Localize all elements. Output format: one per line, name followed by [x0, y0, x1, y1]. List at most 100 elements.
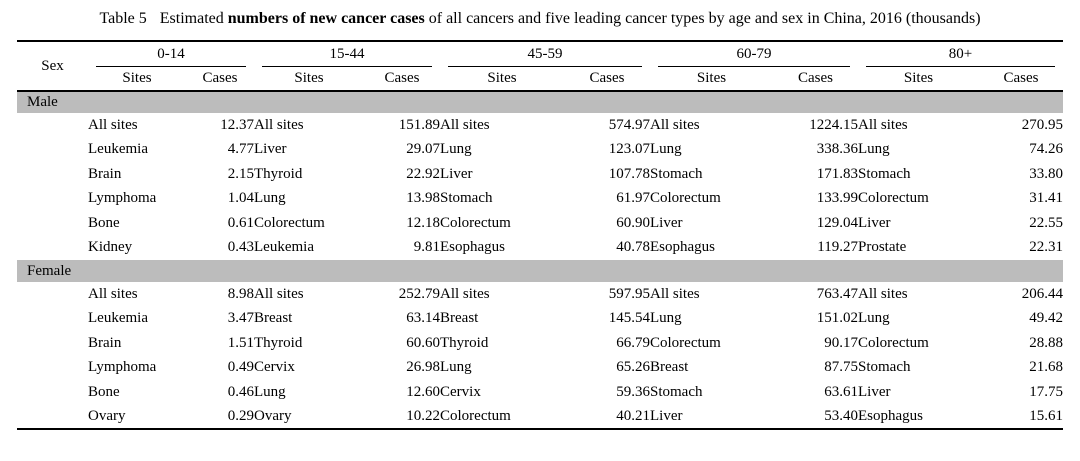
site-cell: Colorectum [650, 334, 721, 351]
sex-spacer-cell [17, 282, 88, 307]
section-band-male: Male [17, 91, 1063, 113]
cases-cell: 8.98 [227, 285, 254, 302]
cases-cell: 270.95 [1021, 116, 1063, 133]
site-cell: Ovary [254, 407, 292, 424]
site-cell: Colorectum [650, 190, 721, 207]
site-cell: Esophagus [440, 239, 505, 256]
cases-cell: 1.51 [227, 334, 254, 351]
sites-header: Sites [858, 67, 979, 92]
cases-cell: 40.78 [616, 239, 650, 256]
site-cell: Lung [858, 310, 890, 327]
cases-cell: 90.17 [824, 334, 858, 351]
age-group-row: Sex 0-14 15-44 45-59 60-79 80+ [17, 41, 1063, 92]
site-cell: Breast [440, 310, 479, 327]
cases-cell: 29.07 [406, 141, 440, 158]
cases-cell: 0.49 [227, 359, 254, 376]
sub-header-row: Sites Cases Sites Cases Sites Cases Site… [17, 67, 1063, 92]
site-cell: Colorectum [858, 334, 929, 351]
site-cell: Lung [440, 359, 472, 376]
cases-cell: 15.61 [1029, 407, 1063, 424]
cases-cell: 171.83 [816, 165, 858, 182]
cases-cell: 40.21 [616, 407, 650, 424]
site-cell: Lymphoma [88, 190, 157, 207]
cases-cell: 9.81 [413, 239, 440, 256]
title-text-pre: Estimated [159, 10, 228, 27]
site-cell: Lung [650, 141, 682, 158]
cases-cell: 4.77 [227, 141, 254, 158]
site-cell: Stomach [650, 383, 703, 400]
cancer-cases-table: Sex 0-14 15-44 45-59 60-79 80+ Sites Cas… [17, 40, 1063, 430]
cases-cell: 145.54 [608, 310, 650, 327]
site-cell: Lung [650, 310, 682, 327]
age-group-label: 60-79 [658, 46, 850, 67]
table-row: Bone 0.61 Colorectum 12.18 Colorectum 60.90 Li… [17, 211, 1063, 236]
site-cell: Lung [858, 141, 890, 158]
cases-cell: 206.44 [1021, 285, 1063, 302]
sex-spacer-cell [17, 113, 88, 138]
cases-cell: 151.89 [398, 116, 440, 133]
cases-cell: 60.60 [406, 334, 440, 351]
cases-cell: 0.61 [227, 214, 254, 231]
cases-cell: 107.78 [608, 165, 650, 182]
cases-cell: 123.07 [608, 141, 650, 158]
table-row: Kidney 0.43 Leukemia 9.81 Esophagus 40.78 Esop… [17, 236, 1063, 261]
table-row: Brain 2.15 Thyroid 22.92 Liver 107.78 Stomach 1… [17, 162, 1063, 187]
cases-cell: 22.55 [1029, 214, 1063, 231]
sex-spacer-cell [17, 380, 88, 405]
table-number: Table 5 [99, 10, 147, 27]
site-cell: Colorectum [254, 214, 325, 231]
site-cell: Colorectum [440, 214, 511, 231]
site-cell: Bone [88, 214, 120, 231]
site-cell: All sites [88, 285, 138, 302]
site-cell: Thyroid [254, 165, 303, 182]
site-cell: Ovary [88, 407, 126, 424]
cases-cell: 63.61 [824, 383, 858, 400]
cases-cell: 12.60 [406, 383, 440, 400]
sex-spacer-cell [17, 211, 88, 236]
cases-cell: 2.15 [227, 165, 254, 182]
cases-cell: 763.47 [816, 285, 858, 302]
sites-header: Sites [88, 67, 186, 92]
sites-header: Sites [254, 67, 364, 92]
site-cell: Liver [254, 141, 287, 158]
cases-cell: 133.99 [816, 190, 858, 207]
cases-cell: 66.79 [616, 334, 650, 351]
cases-cell: 597.95 [608, 285, 650, 302]
sex-spacer-cell [17, 162, 88, 187]
site-cell: Breast [254, 310, 293, 327]
cases-cell: 119.27 [817, 239, 858, 256]
sex-spacer-cell [17, 307, 88, 332]
site-cell: Stomach [650, 165, 703, 182]
cases-header: Cases [186, 67, 254, 92]
site-cell: Leukemia [88, 310, 148, 327]
table-row: Ovary 0.29 Ovary 10.22 Colorectum 40.21 Liver 5… [17, 405, 1063, 430]
site-cell: Esophagus [858, 407, 923, 424]
cases-cell: 151.02 [816, 310, 858, 327]
site-cell: All sites [858, 285, 908, 302]
site-cell: Breast [650, 359, 689, 376]
site-cell: All sites [440, 116, 490, 133]
site-cell: Leukemia [88, 141, 148, 158]
sex-spacer-cell [17, 356, 88, 381]
cases-cell: 17.75 [1029, 383, 1063, 400]
site-cell: Bone [88, 383, 120, 400]
cases-header: Cases [979, 67, 1063, 92]
site-cell: Stomach [858, 359, 911, 376]
site-cell: Stomach [440, 190, 493, 207]
age-group-label: 45-59 [448, 46, 642, 67]
age-group-header-80plus: 80+ [858, 41, 1063, 67]
site-cell: All sites [650, 285, 700, 302]
site-cell: Lung [440, 141, 472, 158]
site-cell: Lung [254, 383, 286, 400]
section-label: Male [17, 91, 1063, 113]
cases-cell: 87.75 [824, 359, 858, 376]
cases-header: Cases [773, 67, 858, 92]
site-cell: Lymphoma [88, 359, 157, 376]
site-cell: Cervix [254, 359, 295, 376]
sex-spacer-cell [17, 331, 88, 356]
site-cell: Lung [254, 190, 286, 207]
sites-header: Sites [650, 67, 773, 92]
site-cell: All sites [650, 116, 700, 133]
age-group-label: 80+ [866, 46, 1055, 67]
cases-header: Cases [564, 67, 650, 92]
